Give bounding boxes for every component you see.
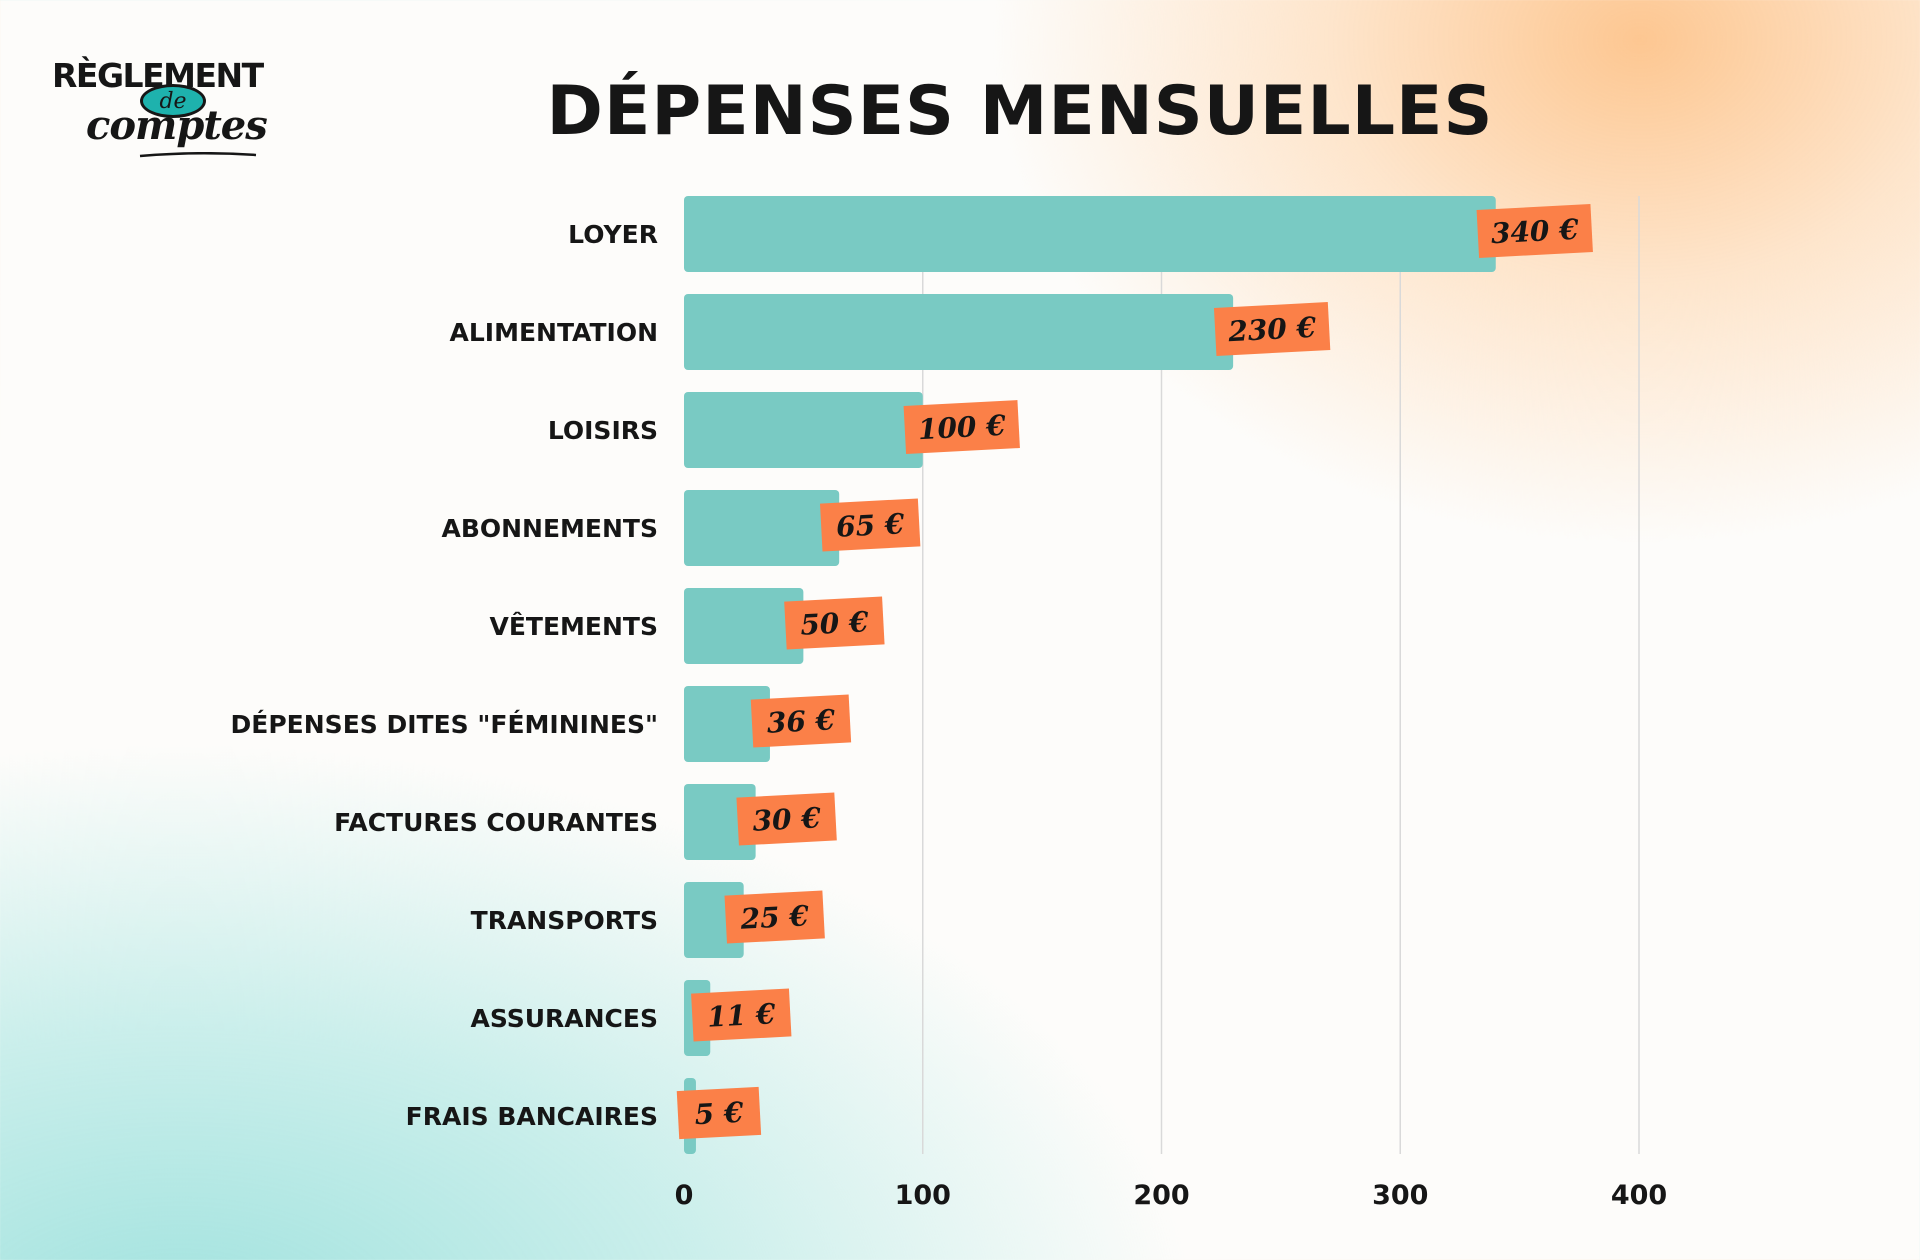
value-tag-background [736, 792, 837, 846]
value-tag: 340 € [1476, 204, 1593, 258]
category-label: LOISIRS [548, 416, 658, 445]
value-tag: 11 € [691, 988, 792, 1042]
category-label: VÊTEMENTS [490, 612, 659, 641]
value-label: 65 € [835, 507, 905, 544]
bars [684, 196, 1496, 1154]
value-labels: 340 € 230 € 100 € 65 € 50 € 36 € 30 € 25 € 11 € 5… [676, 204, 1593, 1140]
value-label: 11 € [706, 997, 776, 1034]
category-label: ALIMENTATION [449, 318, 658, 347]
value-tag: 230 € [1213, 302, 1331, 356]
value-label: 36 € [766, 703, 836, 740]
value-label: 30 € [752, 801, 822, 838]
x-tick-label: 400 [1611, 1180, 1667, 1211]
value-tag-background [819, 498, 921, 552]
value-tag-background [1213, 302, 1331, 356]
category-label: ASSURANCES [471, 1004, 659, 1033]
x-axis-ticks: 0 100 200 300 400 [675, 1180, 1668, 1211]
value-tag: 50 € [784, 596, 885, 650]
logo-middle-badge: de [140, 84, 206, 118]
category-label: FACTURES COURANTES [334, 808, 658, 837]
x-tick-label: 300 [1372, 1180, 1428, 1211]
value-tag: 30 € [736, 792, 837, 846]
x-tick-label: 0 [675, 1180, 694, 1211]
value-tag-background [724, 890, 825, 944]
value-label: 50 € [799, 605, 869, 642]
bar [684, 196, 1496, 272]
x-tick-label: 100 [895, 1180, 951, 1211]
bar [684, 392, 923, 468]
value-tag: 65 € [819, 498, 921, 552]
bar [684, 686, 770, 762]
bar [684, 490, 840, 566]
value-tag-background [750, 694, 852, 748]
category-label: ABONNEMENTS [441, 514, 658, 543]
value-label: 25 € [739, 899, 810, 936]
value-tag: 36 € [750, 694, 852, 748]
logo-bottom-text: comptes [86, 102, 268, 149]
value-tag-background [1476, 204, 1593, 258]
value-tag: 5 € [676, 1086, 762, 1140]
category-label: DÉPENSES DITES "FÉMININES" [231, 710, 658, 739]
category-label: LOYER [568, 220, 658, 249]
value-label: 5 € [694, 1096, 745, 1132]
category-label: TRANSPORTS [471, 906, 658, 935]
value-tag: 100 € [903, 400, 1020, 454]
category-labels: LOYER ALIMENTATION LOISIRS ABONNEMENTS VÊTEM… [231, 220, 658, 1131]
bar [684, 588, 804, 664]
category-label: FRAIS BANCAIRES [406, 1102, 658, 1131]
value-tag-background [784, 596, 885, 650]
value-tag: 25 € [724, 890, 825, 944]
bar [684, 294, 1234, 370]
logo-underline-icon [139, 152, 257, 158]
value-label: 100 € [917, 409, 1007, 447]
value-label: 230 € [1227, 311, 1318, 349]
chart-title: DÉPENSES MENSUELLES [546, 72, 1494, 151]
value-label: 340 € [1490, 213, 1580, 251]
value-tag-background [691, 988, 792, 1042]
brand-logo: RÈGLEMENT de comptes [52, 52, 298, 164]
value-tag-background [903, 400, 1020, 454]
value-tag-background [676, 1086, 762, 1140]
x-tick-label: 200 [1133, 1180, 1189, 1211]
